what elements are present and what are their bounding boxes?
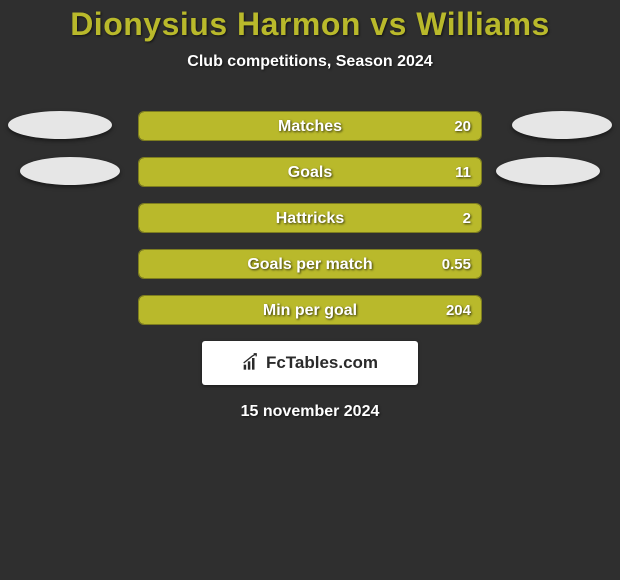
player-right-marker (512, 111, 612, 139)
page-title: Dionysius Harmon vs Williams (0, 6, 620, 43)
subtitle: Club competitions, Season 2024 (0, 53, 620, 71)
brand-chart-icon (242, 353, 262, 373)
stat-row: Min per goal 204 (0, 295, 620, 325)
comparison-infographic: Dionysius Harmon vs Williams Club compet… (0, 0, 620, 580)
stat-value: 20 (454, 112, 471, 141)
stat-value: 2 (463, 204, 471, 233)
stat-bar: Goals per match 0.55 (138, 249, 482, 279)
date-text: 15 november 2024 (0, 403, 620, 421)
stat-value: 11 (455, 158, 471, 187)
stat-bar-fill (139, 296, 481, 324)
player-left-marker (8, 111, 112, 139)
stat-bar-fill (139, 158, 481, 186)
stat-bar: Min per goal 204 (138, 295, 482, 325)
stat-row: Hattricks 2 (0, 203, 620, 233)
stat-bar-fill (139, 112, 481, 140)
player-right-marker (496, 157, 600, 185)
stat-row: Goals 11 (0, 157, 620, 187)
player-left-marker (20, 157, 120, 185)
stat-bar-fill (139, 250, 481, 278)
stat-row: Matches 20 (0, 111, 620, 141)
stat-value: 204 (446, 296, 471, 325)
stat-rows: Matches 20 Goals 11 Hattricks 2 (0, 111, 620, 325)
stat-bar: Matches 20 (138, 111, 482, 141)
stat-bar-fill (139, 204, 481, 232)
stat-bar: Goals 11 (138, 157, 482, 187)
brand-text: FcTables.com (266, 353, 378, 373)
brand-badge: FcTables.com (202, 341, 418, 385)
stat-bar: Hattricks 2 (138, 203, 482, 233)
stat-value: 0.55 (442, 250, 471, 279)
stat-row: Goals per match 0.55 (0, 249, 620, 279)
